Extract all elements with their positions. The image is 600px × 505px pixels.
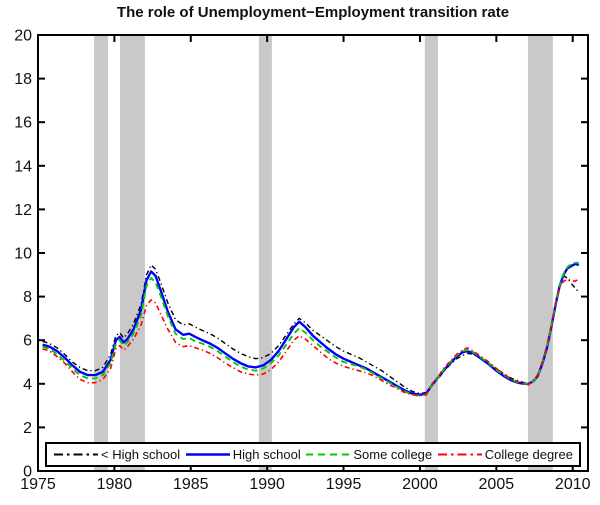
y-tick-label: 10 — [14, 246, 32, 263]
legend-label: Some college — [353, 447, 433, 462]
x-tick-label: 2010 — [555, 476, 591, 493]
recession-band — [527, 35, 553, 471]
recession-band — [424, 35, 438, 471]
x-tick-label: 1980 — [97, 476, 133, 493]
legend-item-high-school: High school — [185, 448, 301, 461]
legend-label: College degree — [484, 447, 573, 462]
y-tick-label: 4 — [23, 376, 32, 393]
legend-swatch-high-school — [185, 453, 230, 456]
legend-item-lt-high-school: < High school — [53, 448, 180, 461]
legend-label: High school — [232, 447, 301, 462]
legend: < High school High school Some college Coll… — [45, 442, 581, 467]
y-tick-label: 2 — [23, 420, 32, 437]
legend-swatch-lt-high-school — [54, 453, 98, 456]
series-line-lt-high-school — [42, 264, 580, 395]
y-tick-label: 16 — [14, 115, 32, 132]
x-tick-label: 1995 — [326, 476, 362, 493]
x-tick-label: 2000 — [402, 476, 438, 493]
y-tick-label: 20 — [14, 28, 32, 45]
recession-band — [94, 35, 108, 471]
series-line-high-school — [42, 262, 580, 396]
y-tick-label: 8 — [23, 289, 32, 306]
y-tick-label: 18 — [14, 71, 32, 88]
recession-band — [258, 35, 272, 471]
x-tick-label: 2005 — [479, 476, 515, 493]
legend-swatch-college-degree — [437, 453, 482, 456]
series-line-college-degree — [42, 278, 580, 397]
y-tick-label: 0 — [23, 464, 32, 481]
x-tick-label: 1975 — [20, 476, 56, 493]
legend-swatch-some-college — [306, 453, 351, 456]
recession-band — [120, 35, 145, 471]
x-tick-label: 1985 — [173, 476, 209, 493]
legend-item-college-degree: College degree — [437, 448, 573, 461]
legend-item-some-college: Some college — [305, 448, 432, 461]
y-tick-label: 14 — [14, 158, 32, 175]
chart-title: The role of Unemployment−Employment tran… — [116, 4, 510, 21]
x-tick-label: 1990 — [249, 476, 285, 493]
y-tick-label: 12 — [14, 202, 32, 219]
legend-label: < High school — [101, 447, 181, 462]
y-tick-label: 6 — [23, 333, 32, 350]
series-line-some-college — [42, 261, 579, 397]
